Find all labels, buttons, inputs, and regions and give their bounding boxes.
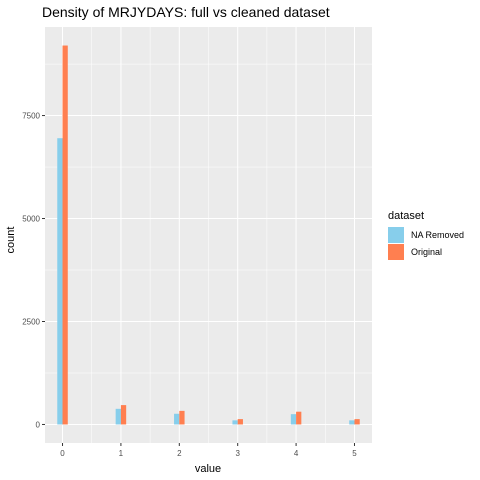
y-tick-label: 7500 <box>22 112 40 121</box>
y-axis-title: count <box>5 227 17 254</box>
grid-minor <box>45 27 372 443</box>
legend-title: dataset <box>388 210 424 222</box>
bar-original-2 <box>179 410 185 425</box>
x-tick-label: 0 <box>60 449 65 458</box>
legend-label: Original <box>411 247 442 257</box>
bar-na-removed-3 <box>232 420 238 425</box>
y-tick-label: 5000 <box>22 215 40 224</box>
x-tick-label: 3 <box>235 449 240 458</box>
x-axis-title: value <box>195 463 221 475</box>
x-tick-label: 4 <box>294 449 299 458</box>
bar-original-1 <box>120 405 127 425</box>
y-axis: 0 2500 5000 7500 <box>22 112 45 429</box>
bars <box>57 45 360 425</box>
bar-original-4 <box>296 411 302 425</box>
bar-na-removed-4 <box>290 414 297 425</box>
bar-original-5 <box>354 419 360 425</box>
legend: dataset NA Removed Original <box>388 210 464 260</box>
y-tick-label: 2500 <box>22 317 40 326</box>
x-tick-label: 2 <box>177 449 182 458</box>
bar-original-3 <box>237 419 243 425</box>
x-tick-label: 5 <box>352 449 357 458</box>
y-tick-label: 0 <box>36 420 41 429</box>
bar-na-removed-2 <box>174 413 180 425</box>
chart-title: Density of MRJYDAYS: full vs cleaned dat… <box>42 4 330 20</box>
bar-na-removed-5 <box>349 420 355 425</box>
legend-label: NA Removed <box>411 230 464 240</box>
bar-na-removed-1 <box>115 408 121 425</box>
legend-key-original <box>388 244 404 260</box>
x-tick-label: 1 <box>119 449 124 458</box>
legend-key-na-removed <box>388 227 404 243</box>
bar-original-0 <box>62 45 68 425</box>
bar-na-removed-0 <box>57 138 63 425</box>
x-axis: 0 1 2 3 4 5 <box>60 443 357 458</box>
